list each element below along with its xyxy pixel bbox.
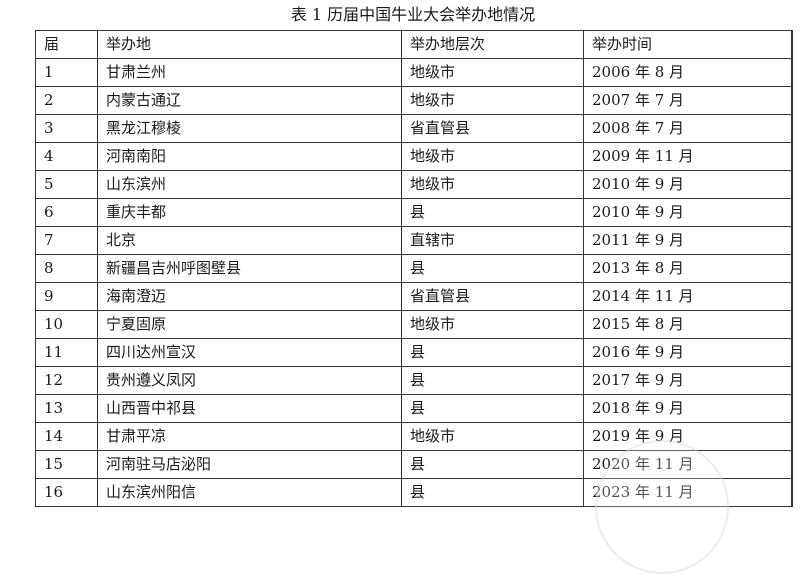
cell-host: 四川达州宣汉 [97,338,402,367]
cell-level: 地级市 [401,170,584,199]
cell-session: 14 [35,422,98,451]
cell-level: 地级市 [401,310,584,339]
table-row: 7 北京 直辖市 2011 年 9 月 [35,226,792,255]
cell-host: 河南驻马店泌阳 [97,450,402,479]
cell-host: 甘肃平凉 [97,422,402,451]
header-host: 举办地 [97,30,402,59]
cell-date: 2010 年 9 月 [583,170,792,199]
cell-level: 直辖市 [401,226,584,255]
cell-host: 甘肃兰州 [97,58,402,87]
cell-date: 2007 年 7 月 [583,86,792,115]
cell-session: 5 [35,170,98,199]
table-row: 6 重庆丰都县 2010 年 9 月 [35,198,792,227]
cell-session: 1 [35,58,98,87]
cell-host: 山东滨州阳信 [97,478,402,507]
table-row: 16 山东滨州阳信县 2023 年 11 月 [35,478,792,507]
cell-date: 2020 年 11 月 [583,450,792,479]
table-row: 15 河南驻马店泌阳县 2020 年 11 月 [35,450,792,479]
table-row: 12 贵州遵义凤冈县 2017 年 9 月 [35,366,792,395]
table-row: 2 内蒙古通辽 地级市 2007 年 7 月 [35,86,792,115]
cell-date: 2018 年 9 月 [583,394,792,423]
cell-level: 地级市 [401,422,584,451]
cell-session: 6 [35,198,98,227]
table-row: 10 宁夏固原 地级市 2015 年 8 月 [35,310,792,339]
cell-date: 2016 年 9 月 [583,338,792,367]
cell-session: 11 [35,338,98,367]
cell-session: 8 [35,254,98,283]
table-row: 14 甘肃平凉 地级市 2019 年 9 月 [35,422,792,451]
cell-host: 宁夏固原 [97,310,402,339]
table-title: 表 1 历届中国牛业大会举办地情况 [290,5,536,24]
cell-host: 贵州遵义凤冈 [97,366,402,395]
table-row: 11 四川达州宣汉县 2016 年 9 月 [35,338,792,367]
table-row: 4 河南南阳 地级市 2009 年 11 月 [35,142,792,171]
table-row: 13 山西晋中祁县县 2018 年 9 月 [35,394,792,423]
cell-host: 河南南阳 [97,142,402,171]
cell-host: 黑龙江穆棱 [97,114,402,143]
table-row: 8 新疆昌吉州呼图壁县县 2013 年 8 月 [35,254,792,283]
cell-session: 7 [35,226,98,255]
table-row: 3 黑龙江穆棱 省直管县 2008 年 7 月 [35,114,792,143]
cell-host: 内蒙古通辽 [97,86,402,115]
cell-level: 地级市 [401,58,584,87]
cell-host: 重庆丰都 [97,198,402,227]
header-session: 届 [35,30,98,59]
cell-date: 2013 年 8 月 [583,254,792,283]
cell-session: 2 [35,86,98,115]
cell-date: 2019 年 9 月 [583,422,792,451]
header-level: 举办地层次 [401,30,584,59]
cell-date: 2008 年 7 月 [583,114,792,143]
cell-level: 省直管县 [401,282,584,311]
cell-session: 9 [35,282,98,311]
cell-level: 县 [401,394,584,423]
cell-session: 10 [35,310,98,339]
cell-host: 山西晋中祁县 [97,394,402,423]
cell-date: 2010 年 9 月 [583,198,792,227]
header-date: 举办时间 [583,30,792,59]
cell-level: 县 [401,366,584,395]
cell-host: 山东滨州 [97,170,402,199]
cell-level: 县 [401,198,584,227]
cell-session: 4 [35,142,98,171]
cell-host: 北京 [97,226,402,255]
cell-session: 13 [35,394,98,423]
cell-level: 地级市 [401,86,584,115]
cell-date: 2023 年 11 月 [583,478,792,507]
table-header-row: 届 举办地 举办地层次 举办时间 [35,30,792,59]
cell-date: 2011 年 9 月 [583,226,792,255]
cell-session: 12 [35,366,98,395]
cell-session: 15 [35,450,98,479]
cell-date: 2015 年 8 月 [583,310,792,339]
cell-date: 2014 年 11 月 [583,282,792,311]
cell-level: 省直管县 [401,114,584,143]
cell-date: 2009 年 11 月 [583,142,792,171]
cell-host: 新疆昌吉州呼图壁县 [97,254,402,283]
cell-session: 16 [35,478,98,507]
cell-session: 3 [35,114,98,143]
cell-host: 海南澄迈 [97,282,402,311]
cell-level: 县 [401,478,584,507]
table-row: 9 海南澄迈 省直管县 2014 年 11 月 [35,282,792,311]
cell-level: 县 [401,254,584,283]
table-row: 5 山东滨州 地级市 2010 年 9 月 [35,170,792,199]
cell-date: 2006 年 8 月 [583,58,792,87]
cell-level: 县 [401,338,584,367]
cell-level: 地级市 [401,142,584,171]
cell-date: 2017 年 9 月 [583,366,792,395]
host-cities-table: 届 举办地 举办地层次 举办时间 1 甘肃兰州 地级市 2006 年 8 月 2 内蒙古通… [35,30,793,507]
cell-level: 县 [401,450,584,479]
table-row: 1 甘肃兰州 地级市 2006 年 8 月 [35,58,792,87]
